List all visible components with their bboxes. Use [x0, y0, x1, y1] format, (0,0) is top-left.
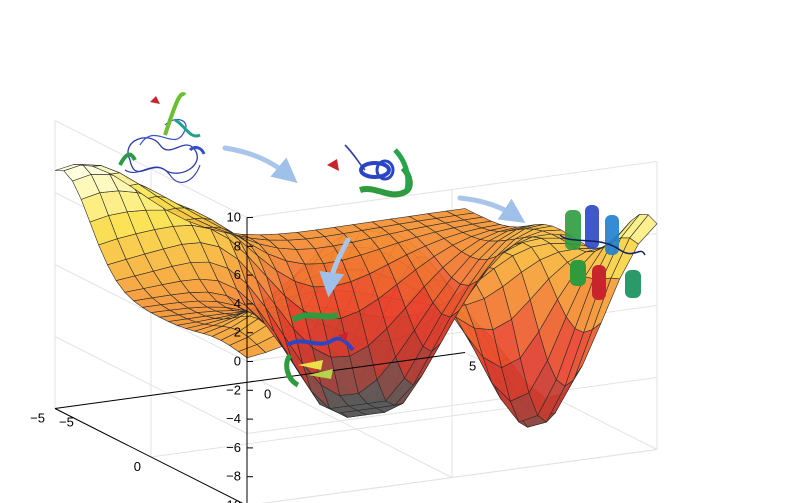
x-tick-label: 0 [134, 459, 141, 474]
z-tick-label: −10 [219, 498, 241, 503]
unfolded-protein-illustration [120, 94, 204, 182]
z-tick-label: 10 [227, 210, 241, 225]
z-tick-label: −6 [226, 440, 241, 455]
z-tick-label: −4 [226, 411, 241, 426]
z-tick-label: 8 [234, 238, 241, 253]
z-tick-label: −8 [226, 469, 241, 484]
y-tick-label: 5 [469, 359, 476, 374]
intermediate-protein-illustration [327, 145, 410, 194]
z-tick-label: 4 [234, 296, 241, 311]
z-tick-label: 6 [234, 267, 241, 282]
z-tick-label: 0 [234, 354, 241, 369]
x-tick-label: −5 [30, 411, 45, 426]
z-tick-label: −2 [226, 382, 241, 397]
y-tick-label: −5 [59, 415, 74, 430]
energy-surface [55, 165, 657, 428]
z-tick-label: 2 [234, 325, 241, 340]
arrow-unfolded-to-intermediate [225, 148, 288, 175]
y-tick-label: 0 [264, 387, 271, 402]
